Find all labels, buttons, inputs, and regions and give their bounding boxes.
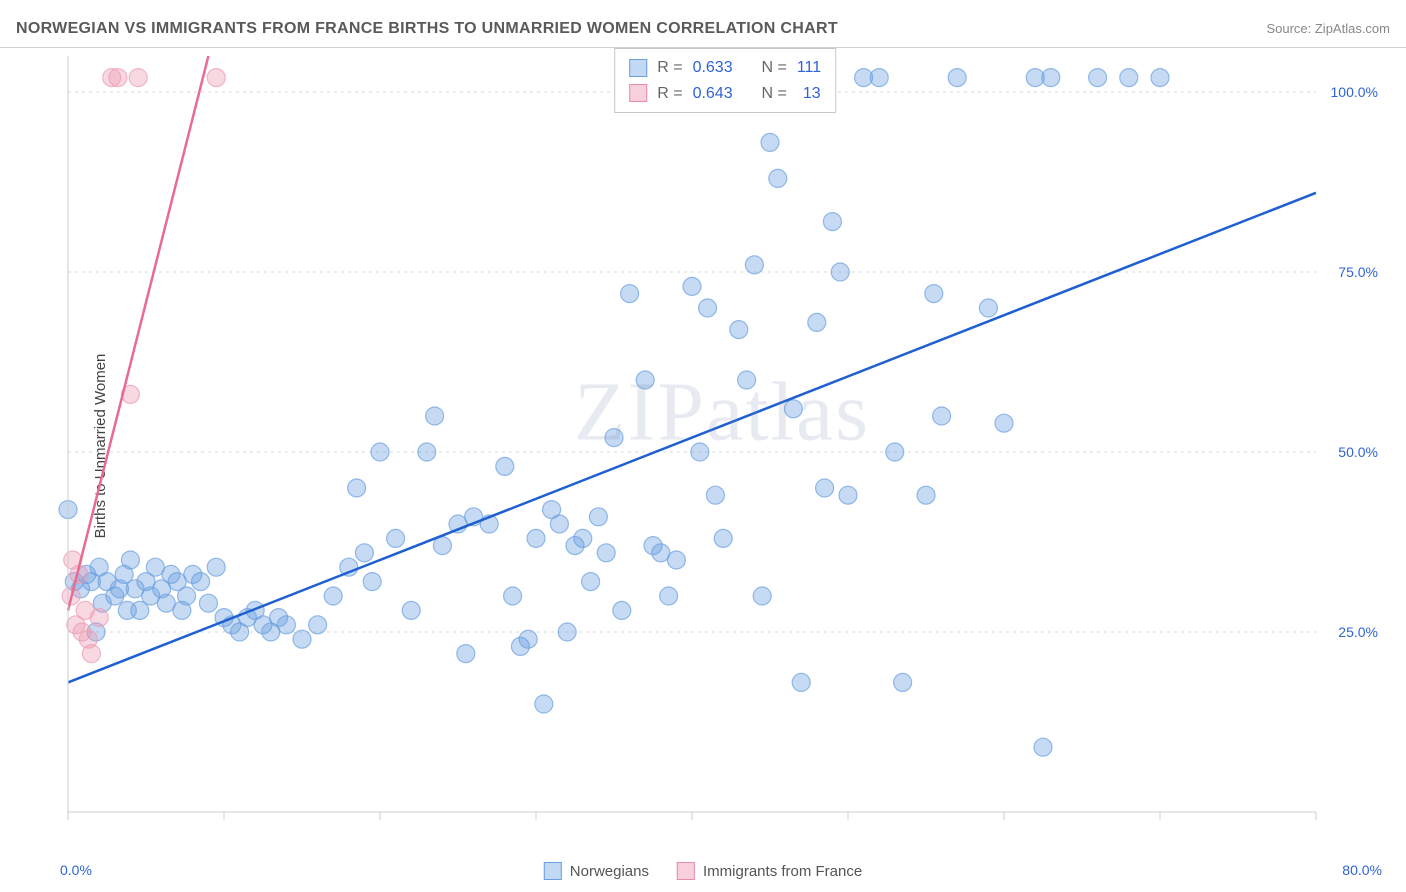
swatch-blue-icon bbox=[544, 862, 562, 880]
n-label-1: N = bbox=[762, 81, 787, 107]
scatter-plot-svg: 25.0% 50.0% 75.0% 100.0% bbox=[58, 48, 1386, 840]
n-value-1: 13 bbox=[797, 81, 821, 107]
r-value-1: 0.643 bbox=[693, 81, 733, 107]
legend-label-1: Immigrants from France bbox=[703, 863, 862, 880]
legend-item-norwegians[interactable]: Norwegians bbox=[544, 862, 649, 880]
svg-text:50.0%: 50.0% bbox=[1338, 444, 1378, 460]
r-label-1: R = bbox=[657, 81, 682, 107]
legend-row-france: R = 0.643 N = 13 bbox=[629, 81, 821, 107]
swatch-blue-icon bbox=[629, 59, 647, 77]
svg-text:25.0%: 25.0% bbox=[1338, 624, 1378, 640]
x-tick-min: 0.0% bbox=[60, 862, 92, 878]
swatch-pink-icon bbox=[629, 84, 647, 102]
correlation-legend: R = 0.633 N = 111 R = 0.643 N = 13 bbox=[614, 48, 836, 113]
swatch-pink-icon bbox=[677, 862, 695, 880]
series-legend: Norwegians Immigrants from France bbox=[544, 862, 862, 880]
chart-header: NORWEGIAN VS IMMIGRANTS FROM FRANCE BIRT… bbox=[0, 10, 1406, 48]
r-label: R = bbox=[657, 55, 682, 81]
legend-item-france[interactable]: Immigrants from France bbox=[677, 862, 862, 880]
chart-plot-area: ZIPatlas 25.0%50.0%75.0%100.0% bbox=[58, 48, 1386, 840]
source-attribution: Source: ZipAtlas.com bbox=[1266, 21, 1390, 36]
n-value-0: 111 bbox=[797, 55, 821, 81]
n-label: N = bbox=[762, 55, 787, 81]
legend-label-0: Norwegians bbox=[570, 863, 649, 880]
r-value-0: 0.633 bbox=[693, 55, 733, 81]
source-link[interactable]: ZipAtlas.com bbox=[1315, 21, 1390, 36]
legend-row-norwegians: R = 0.633 N = 111 bbox=[629, 55, 821, 81]
source-prefix: Source: bbox=[1266, 21, 1314, 36]
svg-text:75.0%: 75.0% bbox=[1338, 264, 1378, 280]
x-tick-max: 80.0% bbox=[1342, 862, 1382, 878]
svg-text:100.0%: 100.0% bbox=[1331, 84, 1378, 100]
chart-title: NORWEGIAN VS IMMIGRANTS FROM FRANCE BIRT… bbox=[16, 20, 838, 38]
